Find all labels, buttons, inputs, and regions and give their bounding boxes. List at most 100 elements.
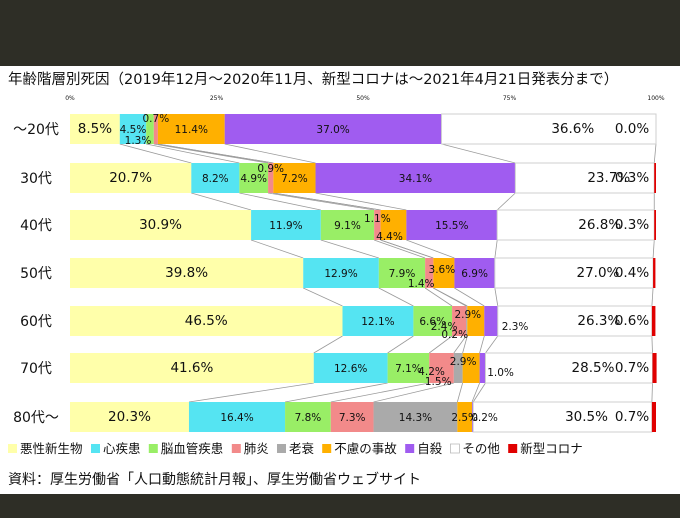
bar-segment bbox=[472, 401, 653, 433]
chart-title: 年齢階層別死因（2019年12月～2020年11月、新型コロナは～2021年4月… bbox=[8, 71, 618, 88]
connector-line bbox=[313, 335, 343, 354]
bar-segment bbox=[429, 353, 454, 383]
bar-segment bbox=[479, 353, 486, 383]
data-label: 36.6% bbox=[551, 121, 594, 137]
data-label: 0.9% bbox=[257, 163, 284, 175]
category-label: 70代 bbox=[20, 361, 52, 377]
connector-line bbox=[268, 192, 375, 211]
data-label: 7.1% bbox=[395, 363, 422, 375]
bar-segment bbox=[654, 210, 656, 240]
bar-segment bbox=[239, 163, 269, 193]
data-label: 26.8% bbox=[578, 217, 621, 233]
connector-line bbox=[479, 335, 485, 354]
axis-tick-label: 50% bbox=[356, 95, 370, 102]
data-label: 7.9% bbox=[389, 268, 416, 280]
bar-segment bbox=[70, 402, 189, 432]
bar-segment bbox=[303, 258, 379, 288]
connector-line bbox=[453, 335, 467, 354]
legend-label: 心疾患 bbox=[103, 441, 141, 456]
connector-line bbox=[433, 287, 468, 307]
data-label: 12.6% bbox=[334, 363, 367, 375]
bar-segment bbox=[462, 353, 480, 383]
connector-line bbox=[472, 382, 486, 403]
data-label: 0.0% bbox=[615, 121, 649, 137]
chart-panel: 年齢階層別死因（2019年12月～2020年11月、新型コロナは～2021年4月… bbox=[0, 66, 680, 494]
connector-line bbox=[441, 143, 516, 164]
connector-line bbox=[496, 192, 516, 211]
data-label: 1.1% bbox=[364, 213, 391, 225]
connector-line bbox=[454, 287, 485, 307]
data-label: 37.0% bbox=[316, 124, 349, 136]
legend-swatch bbox=[148, 444, 158, 453]
data-label: 34.1% bbox=[399, 173, 432, 185]
data-label: 4.4% bbox=[376, 231, 403, 243]
bar-segment bbox=[425, 258, 434, 288]
data-label: 20.7% bbox=[109, 170, 152, 186]
source-note: 資料：厚生労働省「人口動態統計月報」、厚生労働省ウェブサイト bbox=[8, 472, 421, 488]
bar-segment bbox=[406, 210, 498, 240]
data-label: 4.9% bbox=[240, 173, 267, 185]
bar-segment bbox=[153, 114, 158, 144]
bar-segment bbox=[467, 306, 485, 336]
data-label: 27.0% bbox=[577, 265, 620, 281]
legend-label: 自殺 bbox=[417, 441, 443, 456]
data-label: 16.4% bbox=[220, 412, 253, 424]
data-label: 2.4% bbox=[431, 321, 458, 333]
bar-segment bbox=[70, 163, 192, 193]
bar-segment bbox=[315, 163, 516, 193]
data-label: 1.5% bbox=[425, 376, 452, 388]
bar-segment bbox=[70, 258, 304, 288]
data-label: 11.9% bbox=[269, 220, 302, 232]
bar-segment bbox=[497, 305, 653, 337]
data-label: 0.7% bbox=[615, 409, 649, 425]
bar-segment bbox=[494, 257, 654, 289]
connector-line bbox=[374, 239, 426, 259]
bar-segment bbox=[330, 402, 374, 432]
axis-tick-label: 75% bbox=[503, 95, 517, 102]
data-label: 1.0% bbox=[487, 367, 514, 379]
connector-line bbox=[651, 382, 653, 403]
bar-segment bbox=[374, 210, 381, 240]
connector-line bbox=[191, 192, 252, 211]
legend-swatch bbox=[91, 444, 100, 453]
legend-label: 不慮の事故 bbox=[334, 441, 397, 456]
bar-segment bbox=[651, 402, 656, 432]
category-label: 40代 bbox=[20, 218, 52, 234]
category-label: 80代～ bbox=[13, 410, 59, 426]
bar-segment bbox=[119, 114, 147, 144]
connector-line bbox=[494, 239, 498, 259]
connector-line bbox=[485, 335, 499, 354]
bar-segment bbox=[651, 306, 656, 336]
connector-line bbox=[456, 382, 464, 403]
connector-line bbox=[146, 143, 240, 164]
category-label: ～20代 bbox=[13, 122, 59, 138]
data-label: 0.2% bbox=[471, 412, 498, 424]
data-label: 41.6% bbox=[170, 360, 213, 376]
bar-segment bbox=[484, 352, 653, 384]
bar-segment bbox=[454, 258, 495, 288]
data-label: 4.2% bbox=[418, 366, 445, 378]
legend-label: 新型コロナ bbox=[520, 441, 583, 456]
connector-line bbox=[471, 382, 480, 403]
connector-line bbox=[273, 192, 381, 211]
legend-swatch bbox=[449, 443, 460, 454]
connector-line bbox=[494, 287, 499, 307]
bar-segment bbox=[188, 402, 286, 432]
legend-swatch bbox=[277, 444, 286, 453]
connector-line bbox=[380, 239, 434, 259]
data-label: 30.9% bbox=[139, 217, 182, 233]
data-label: 0.6% bbox=[615, 313, 649, 329]
legend-swatch bbox=[231, 444, 241, 453]
connector-line bbox=[424, 287, 453, 307]
bar-segment bbox=[157, 114, 225, 144]
connector-line bbox=[250, 239, 304, 259]
connector-line bbox=[651, 287, 654, 307]
bar-segment bbox=[387, 353, 430, 383]
legend-swatch bbox=[322, 444, 332, 453]
bar-segment bbox=[273, 163, 316, 193]
bar-segment bbox=[452, 306, 467, 336]
data-label: 0.7% bbox=[143, 113, 170, 125]
legend-label: その他 bbox=[462, 441, 500, 456]
data-label: 14.3% bbox=[399, 412, 432, 424]
